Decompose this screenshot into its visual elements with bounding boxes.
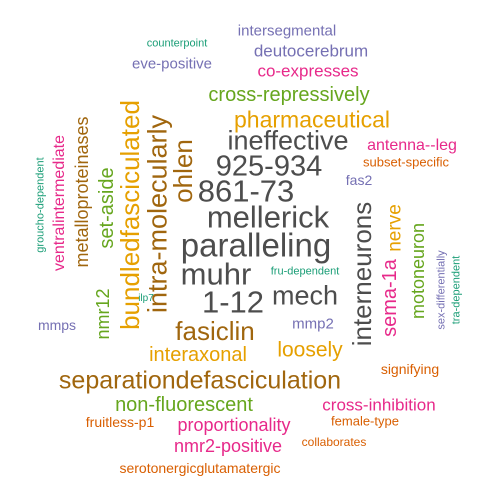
word-mmps: mmps <box>37 317 77 333</box>
word-intersegmental: intersegmental <box>237 22 337 40</box>
word-interaxonal: interaxonal <box>149 344 247 366</box>
word-nmr12: nmr12 <box>93 288 113 340</box>
word-925-934: 925-934 <box>215 150 323 183</box>
word-ilp7: ilp7 <box>138 293 154 304</box>
word-serotonergicglutamatergic: serotonergicglutamatergic <box>119 460 281 476</box>
word-mellerick: mellerick <box>206 199 330 235</box>
word-collaborates: collaborates <box>301 435 367 449</box>
word-counterpoint: counterpoint <box>146 37 208 50</box>
word-1-12: 1-12 <box>201 284 265 320</box>
word-deutocerebrum: deutocerebrum <box>253 41 369 61</box>
word-interneurons: interneurons <box>347 201 377 347</box>
word-subset-specific: subset-specific <box>363 154 449 170</box>
word-nerve: nerve <box>384 204 406 252</box>
word-non-fluorescent: non-fluorescent <box>115 394 253 416</box>
word-fruitless-p1: fruitless-p1 <box>85 414 155 430</box>
word-sex-differentially: sex-differentially <box>435 250 448 330</box>
word-muhr: muhr <box>180 256 252 292</box>
word-co-expresses: co-expresses <box>257 61 359 81</box>
word-antenna--leg: antenna--leg <box>367 137 457 154</box>
word-pharmaceutical: pharmaceutical <box>234 106 390 133</box>
word-groucho-dependent: groucho-dependent <box>34 157 47 253</box>
word-fru-dependent: fru-dependent <box>270 265 340 278</box>
word-tra-dependent: tra-dependent <box>450 255 463 325</box>
word-paralleling: paralleling <box>180 226 332 264</box>
word-cross-repressively: cross-repressively <box>208 84 370 106</box>
word-motoneuron: motoneuron <box>408 222 428 320</box>
word-mech: mech <box>271 280 339 311</box>
word-nmr2-positive: nmr2-positive <box>173 436 283 456</box>
word-ventralintermediate: ventralintermediate <box>51 134 68 272</box>
word-set-aside: set-aside <box>96 167 118 249</box>
word-eve-positive: eve-positive <box>131 55 213 73</box>
word-fasiclin: fasiclin <box>175 316 255 346</box>
word-fas2: fas2 <box>345 172 373 188</box>
word-ohlen: ohlen <box>168 139 198 203</box>
word-loosely: loosely <box>277 338 343 362</box>
word-intra-molecularly: intra-molecularly <box>142 114 173 314</box>
word-separationdefasciculation: separationdefasciculation <box>58 366 342 395</box>
word-sema-1a: sema-1a <box>379 259 401 337</box>
word-cross-inhibition: cross-inhibition <box>322 395 436 415</box>
word-proportionality: proportionality <box>177 415 291 435</box>
word-mmp2: mmp2 <box>292 315 334 333</box>
word-female-type: female-type <box>331 413 399 429</box>
word-metalloproteinases: metalloproteinases <box>72 116 92 268</box>
word-861-73: 861-73 <box>197 173 295 209</box>
word-signifying: signifying <box>380 361 440 377</box>
word-ineffective: ineffective <box>227 125 349 156</box>
